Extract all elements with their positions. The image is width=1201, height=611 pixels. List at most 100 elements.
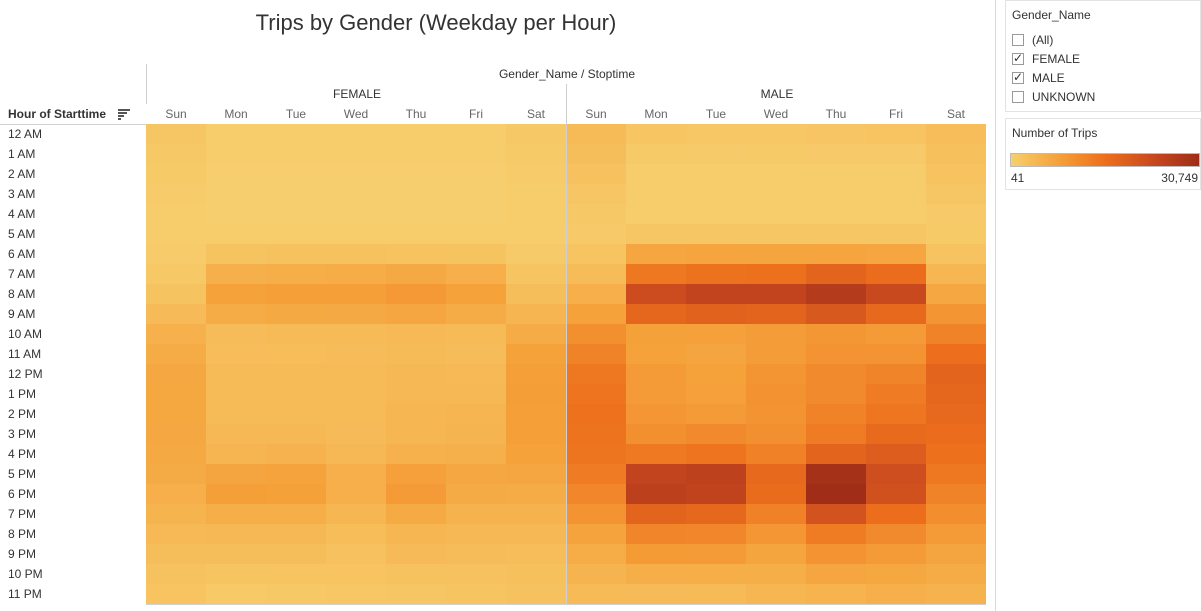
heatmap-cell[interactable] bbox=[266, 364, 326, 384]
heatmap-cell[interactable] bbox=[866, 404, 926, 424]
heatmap-cell[interactable] bbox=[566, 164, 626, 184]
heatmap-cell[interactable] bbox=[206, 284, 266, 304]
heatmap-cell[interactable] bbox=[326, 484, 386, 504]
heatmap-cell[interactable] bbox=[746, 564, 806, 584]
row-label-hour[interactable]: 11 PM bbox=[8, 587, 42, 601]
heatmap-cell[interactable] bbox=[686, 164, 746, 184]
heatmap-cell[interactable] bbox=[626, 124, 686, 144]
heatmap-cell[interactable] bbox=[326, 164, 386, 184]
day-header-male-tue[interactable]: Tue bbox=[705, 107, 727, 121]
heatmap-cell[interactable] bbox=[386, 224, 446, 244]
heatmap-cell[interactable] bbox=[746, 124, 806, 144]
heatmap-cell[interactable] bbox=[446, 364, 506, 384]
heatmap-cell[interactable] bbox=[146, 284, 206, 304]
heatmap-cell[interactable] bbox=[326, 264, 386, 284]
heatmap-cell[interactable] bbox=[266, 124, 326, 144]
heatmap-cell[interactable] bbox=[746, 584, 806, 604]
heatmap-cell[interactable] bbox=[266, 524, 326, 544]
filter-item[interactable]: (All) bbox=[1006, 32, 1200, 51]
heatmap-cell[interactable] bbox=[146, 384, 206, 404]
row-label-hour[interactable]: 7 AM bbox=[8, 267, 36, 281]
row-label-hour[interactable]: 1 AM bbox=[8, 147, 36, 161]
gender-header-female[interactable]: FEMALE bbox=[146, 84, 567, 104]
heatmap-cell[interactable] bbox=[206, 464, 266, 484]
heatmap-cell[interactable] bbox=[266, 424, 326, 444]
heatmap-cell[interactable] bbox=[446, 344, 506, 364]
heatmap-cell[interactable] bbox=[866, 144, 926, 164]
heatmap-cell[interactable] bbox=[386, 404, 446, 424]
heatmap-cell[interactable] bbox=[446, 544, 506, 564]
heatmap-cell[interactable] bbox=[866, 184, 926, 204]
heatmap-cell[interactable] bbox=[806, 424, 866, 444]
heatmap-cell[interactable] bbox=[326, 144, 386, 164]
heatmap-cell[interactable] bbox=[686, 584, 746, 604]
heatmap-cell[interactable] bbox=[206, 364, 266, 384]
day-header-male-wed[interactable]: Wed bbox=[763, 107, 789, 121]
heatmap-cell[interactable] bbox=[686, 124, 746, 144]
heatmap-cell[interactable] bbox=[326, 544, 386, 564]
heatmap-cell[interactable] bbox=[266, 324, 326, 344]
heatmap-cell[interactable] bbox=[686, 524, 746, 544]
heatmap-cell[interactable] bbox=[686, 404, 746, 424]
heatmap-cell[interactable] bbox=[926, 444, 986, 464]
heatmap-cell[interactable] bbox=[746, 544, 806, 564]
heatmap-cell[interactable] bbox=[326, 324, 386, 344]
heatmap-cell[interactable] bbox=[806, 164, 866, 184]
heatmap-cell[interactable] bbox=[926, 344, 986, 364]
row-label-hour[interactable]: 6 PM bbox=[8, 487, 37, 501]
heatmap-cell[interactable] bbox=[506, 344, 566, 364]
row-label-hour[interactable]: 12 AM bbox=[8, 127, 43, 141]
heatmap-cell[interactable] bbox=[626, 544, 686, 564]
heatmap-cell[interactable] bbox=[746, 484, 806, 504]
heatmap-cell[interactable] bbox=[686, 484, 746, 504]
heatmap-cell[interactable] bbox=[746, 164, 806, 184]
heatmap-cell[interactable] bbox=[566, 244, 626, 264]
heatmap-cell[interactable] bbox=[746, 304, 806, 324]
heatmap-cell[interactable] bbox=[386, 444, 446, 464]
heatmap-cell[interactable] bbox=[386, 164, 446, 184]
heatmap-cell[interactable] bbox=[686, 324, 746, 344]
heatmap-cell[interactable] bbox=[806, 564, 866, 584]
heatmap-cell[interactable] bbox=[626, 284, 686, 304]
heatmap-cell[interactable] bbox=[386, 524, 446, 544]
heatmap-cell[interactable] bbox=[266, 464, 326, 484]
heatmap-cell[interactable] bbox=[206, 524, 266, 544]
heatmap-cell[interactable] bbox=[326, 504, 386, 524]
heatmap-cell[interactable] bbox=[686, 284, 746, 304]
heatmap-cell[interactable] bbox=[866, 244, 926, 264]
row-label-hour[interactable]: 4 AM bbox=[8, 207, 36, 221]
heatmap-cell[interactable] bbox=[806, 324, 866, 344]
heatmap-cell[interactable] bbox=[686, 384, 746, 404]
heatmap-cell[interactable] bbox=[746, 464, 806, 484]
heatmap-cell[interactable] bbox=[626, 444, 686, 464]
checkbox-unchecked-icon[interactable] bbox=[1012, 34, 1024, 46]
heatmap-cell[interactable] bbox=[446, 564, 506, 584]
heatmap-cell[interactable] bbox=[926, 524, 986, 544]
heatmap-cell[interactable] bbox=[206, 144, 266, 164]
row-label-hour[interactable]: 8 AM bbox=[8, 287, 36, 301]
heatmap-cell[interactable] bbox=[446, 404, 506, 424]
heatmap-cell[interactable] bbox=[506, 564, 566, 584]
heatmap-cell[interactable] bbox=[266, 164, 326, 184]
heatmap-cell[interactable] bbox=[386, 384, 446, 404]
heatmap-cell[interactable] bbox=[446, 144, 506, 164]
row-label-hour[interactable]: 3 AM bbox=[8, 187, 36, 201]
day-header-male-sun[interactable]: Sun bbox=[585, 107, 607, 121]
heatmap-cell[interactable] bbox=[326, 364, 386, 384]
heatmap-cell[interactable] bbox=[566, 524, 626, 544]
heatmap-cell[interactable] bbox=[506, 264, 566, 284]
checkbox-checked-icon[interactable]: ✓ bbox=[1012, 51, 1024, 65]
heatmap-cell[interactable] bbox=[206, 424, 266, 444]
day-header-male-mon[interactable]: Mon bbox=[644, 107, 668, 121]
heatmap-cell[interactable] bbox=[206, 124, 266, 144]
row-label-hour[interactable]: 5 PM bbox=[8, 467, 37, 481]
heatmap-cell[interactable] bbox=[926, 124, 986, 144]
heatmap-cell[interactable] bbox=[926, 304, 986, 324]
heatmap-cell[interactable] bbox=[806, 384, 866, 404]
heatmap-cell[interactable] bbox=[326, 404, 386, 424]
heatmap-cell[interactable] bbox=[866, 264, 926, 284]
heatmap-cell[interactable] bbox=[806, 204, 866, 224]
heatmap-cell[interactable] bbox=[866, 124, 926, 144]
heatmap-cell[interactable] bbox=[266, 204, 326, 224]
heatmap-cell[interactable] bbox=[806, 344, 866, 364]
